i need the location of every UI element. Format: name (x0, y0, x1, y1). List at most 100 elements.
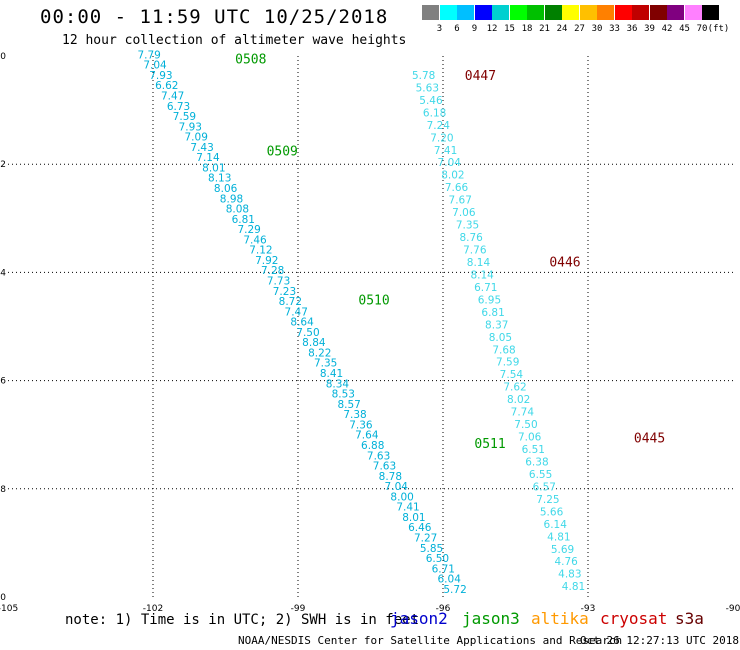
colorbar-swatch (474, 5, 492, 20)
wave-height-value: 8.13 (208, 173, 231, 185)
wave-height-value: 6.14 (544, 519, 568, 531)
legend-jason3: jason3 (462, 609, 520, 628)
wave-height-value: 7.67 (449, 195, 472, 207)
pass-time-label: 0445 (634, 431, 665, 446)
wave-height-value: 7.76 (463, 245, 487, 257)
map-title: 00:00 - 11:59 UTC 10/25/2018 (40, 6, 389, 28)
colorbar-tick-label: 21 (539, 24, 550, 34)
map-subtitle: 12 hour collection of altimeter wave hei… (62, 33, 407, 48)
wave-height-value: 6.88 (361, 440, 384, 452)
wave-height-value: 6.71 (432, 563, 455, 575)
wave-height-value: 6.55 (529, 469, 552, 481)
wave-height-value: 6.62 (155, 80, 178, 92)
wave-height-value: 8.84 (302, 337, 326, 349)
wave-height-value: 5.78 (412, 70, 435, 82)
colorbar-swatch (422, 5, 439, 20)
wave-height-value: 7.25 (536, 494, 559, 506)
wave-height-value: 7.29 (237, 224, 260, 236)
y-tick-label: -36 (0, 377, 6, 387)
wave-height-value: 7.35 (314, 358, 337, 370)
wave-height-value: 8.64 (290, 317, 314, 329)
colorbar-tick-label: 15 (504, 24, 515, 34)
wave-height-value: 7.06 (452, 207, 476, 219)
wave-height-value: 7.93 (149, 70, 172, 82)
y-tick-label: -30 (0, 52, 6, 62)
legend-s3a: s3a (675, 609, 704, 628)
wave-height-value: 7.93 (179, 121, 202, 133)
wave-height-value: 7.50 (296, 327, 319, 339)
wave-height-value: 6.81 (481, 307, 504, 319)
colorbar-swatch (492, 5, 509, 20)
pass-time-label: 0447 (465, 69, 496, 84)
wave-height-value: 8.02 (441, 170, 464, 182)
wave-height-value: 7.04 (385, 481, 409, 493)
wave-height-value: 8.05 (489, 332, 512, 344)
wave-height-value: 5.46 (419, 95, 443, 107)
wave-height-value: 6.57 (533, 481, 556, 493)
colorbar-tick-label: 9 (471, 24, 478, 34)
wave-height-value: 8.01 (202, 162, 225, 174)
wave-height-value: 4.81 (547, 531, 570, 543)
wave-height-value: 7.28 (261, 265, 284, 277)
wave-height-value: 7.41 (396, 502, 419, 514)
wave-height-value: 7.63 (367, 450, 390, 462)
colorbar-swatch (562, 5, 579, 20)
pass-time-label: 0446 (549, 256, 580, 271)
wave-height-value: 6.38 (525, 456, 548, 468)
wave-height-value: 7.47 (285, 306, 308, 318)
wave-height-value: 8.37 (485, 319, 508, 331)
wave-height-value: 7.63 (373, 461, 396, 473)
colorbar-tick-label: 36 (626, 24, 638, 34)
colorbar-swatch (597, 5, 614, 20)
wave-height-value: 6.71 (474, 282, 497, 294)
wave-height-value: 6.73 (167, 101, 190, 113)
colorbar-tick-label: 12 (486, 24, 498, 34)
legend-jason2: jason2 (390, 609, 448, 628)
legend-altika: altika (531, 609, 589, 628)
wave-height-value: 6.50 (426, 553, 449, 565)
colorbar-unit-label: (ft) (707, 24, 730, 34)
wave-height-value: 5.72 (443, 584, 466, 596)
wave-height-value: 8.22 (308, 347, 331, 359)
footer-note: note: 1) Time is in UTC; 2) SWH is in fe… (65, 612, 420, 628)
colorbar-swatch (702, 5, 719, 20)
x-tick-label: -99 (291, 604, 306, 614)
wave-height-value: 7.14 (196, 152, 220, 164)
wave-height-value: 8.00 (390, 491, 413, 503)
wave-height-value: 7.35 (456, 220, 479, 232)
x-tick-label: -96 (436, 604, 451, 614)
pass-time-label: 0508 (235, 53, 266, 68)
colorbar-swatch (457, 5, 474, 20)
wave-height-value: 7.38 (343, 409, 366, 421)
wave-height-value: 8.98 (220, 193, 243, 205)
wave-height-value: 6.95 (478, 294, 501, 306)
wave-height-value: 8.01 (402, 512, 425, 524)
colorbar-tick-label: 42 (661, 24, 673, 34)
wave-height-value: 7.24 (427, 120, 451, 132)
wave-height-value: 6.18 (423, 107, 446, 119)
colorbar-tick-label: 24 (556, 24, 568, 34)
wave-height-value: 7.06 (518, 432, 542, 444)
y-tick-label: -40 (0, 593, 6, 603)
wave-height-value: 8.14 (470, 269, 494, 281)
wave-height-value: 6.46 (408, 522, 432, 534)
colorbar-tick-label: 27 (574, 24, 585, 34)
wave-height-value: 6.81 (232, 214, 255, 226)
colorbar-swatch (579, 5, 597, 20)
wave-height-value: 7.41 (434, 145, 457, 157)
colorbar-swatch (632, 5, 649, 20)
generated-timestamp: Oct 26 12:27:13 UTC 2018 (580, 634, 739, 647)
colorbar-tick-label: 3 (436, 24, 443, 34)
wave-height-value: 7.50 (514, 419, 537, 431)
wave-height-value: 8.41 (320, 368, 343, 380)
wave-height-value: 4.76 (554, 556, 578, 568)
wave-height-value: 8.14 (467, 257, 491, 269)
colorbar-tick-label: 45 (679, 24, 690, 34)
wave-height-value: 7.09 (185, 132, 208, 144)
colorbar-tick-label: 18 (521, 24, 533, 34)
wave-height-value: 7.12 (249, 245, 272, 257)
pass-time-label: 0511 (474, 437, 505, 452)
colorbar-swatch (527, 5, 544, 20)
wave-height-value: 8.08 (226, 204, 249, 216)
